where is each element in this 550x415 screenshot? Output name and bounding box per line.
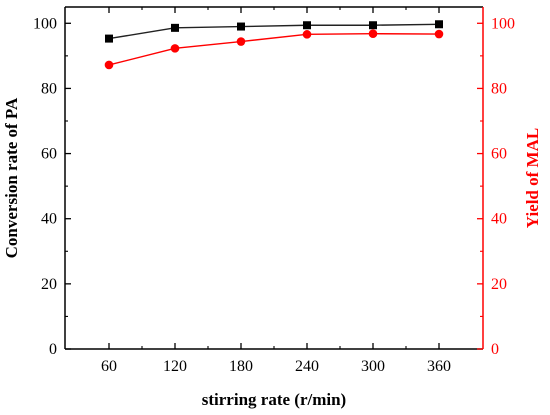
x-tick-label: 240 — [295, 358, 319, 375]
y-right-tick-label: 80 — [491, 80, 507, 97]
y-left-tick-label: 80 — [41, 80, 57, 97]
series-1 — [105, 20, 443, 43]
series-2-point — [434, 29, 444, 39]
series-2-point — [368, 29, 378, 39]
series-2-point — [236, 37, 246, 46]
x-tick-label: 60 — [101, 358, 117, 375]
series-1-line — [108, 23, 440, 40]
series-layer — [104, 20, 444, 70]
y-axis-left-title: Conversion rate of PA — [2, 97, 21, 258]
x-tick-label: 180 — [229, 358, 253, 375]
x-axis-title: stirring rate (r/min) — [202, 390, 346, 409]
series-2-point — [302, 30, 312, 39]
y-right-tick-label: 100 — [491, 15, 515, 32]
x-tick-label: 120 — [163, 358, 187, 375]
series-2-line — [108, 33, 440, 66]
y-right-tick-label: 20 — [491, 276, 507, 293]
series-1-point — [105, 34, 113, 43]
y-left-tick-label: 100 — [33, 15, 57, 32]
x-tick-label: 360 — [427, 358, 451, 375]
y-left-tick-label: 20 — [41, 276, 57, 293]
y-right-tick-label: 0 — [491, 341, 499, 358]
y-axis-right-title: Yield of MAL — [523, 128, 542, 228]
y-right-tick-label: 40 — [491, 211, 507, 228]
series-1-point — [171, 23, 179, 32]
series-1-point — [303, 21, 311, 30]
y-left-tick-label: 60 — [41, 146, 57, 163]
series-2 — [104, 29, 444, 70]
series-2-point — [170, 44, 180, 53]
series-2-point — [104, 60, 114, 70]
y-left-tick-label: 40 — [41, 211, 57, 228]
series-1-point — [435, 20, 443, 29]
series-1-point — [369, 21, 377, 30]
axes-layer: 60 120 180 240 300 360 0 20 40 60 80 100 0 20 40 60 80 10… — [33, 6, 515, 375]
y-right-tick-label: 60 — [491, 146, 507, 163]
series-1-point — [237, 22, 245, 31]
y-left-tick-label: 0 — [49, 341, 57, 358]
x-tick-label: 300 — [361, 358, 385, 375]
